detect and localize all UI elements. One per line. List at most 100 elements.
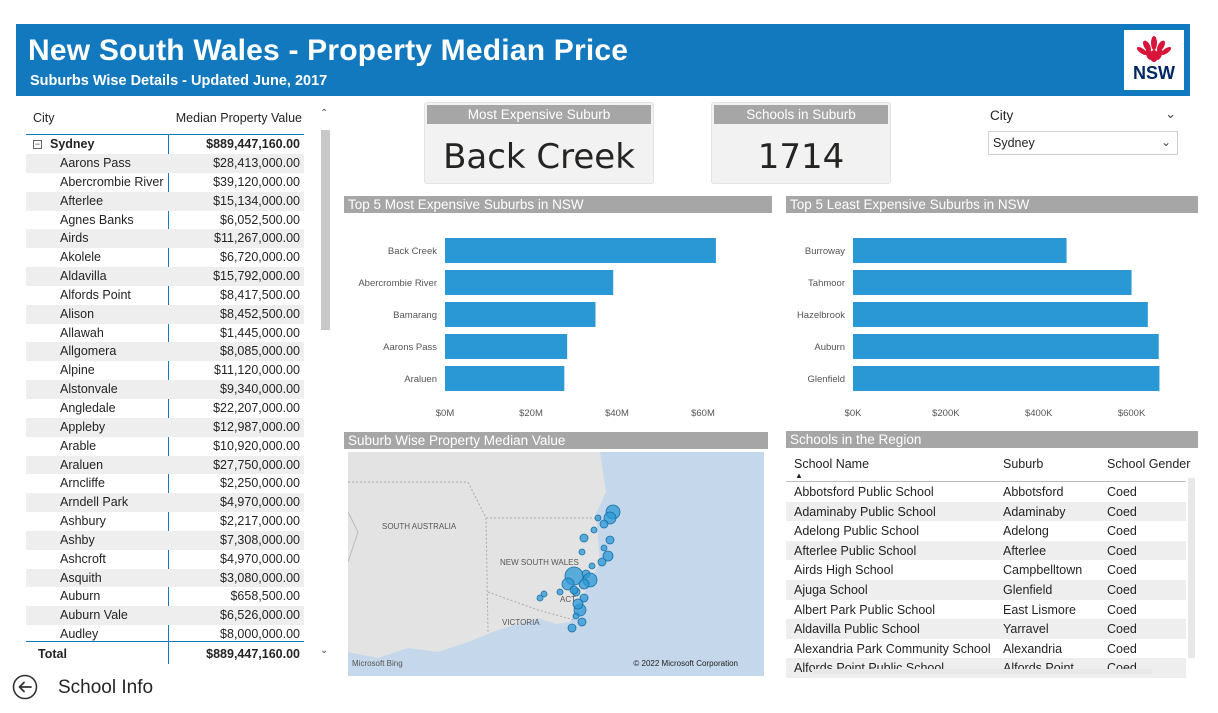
row-median-value: $4,970,000.00 xyxy=(220,551,300,566)
table-row-group-sydney[interactable]: − Sydney $889,447,160.00 xyxy=(26,135,304,154)
school-name-cell: Albert Park Public School xyxy=(794,602,936,617)
table-row[interactable]: Angledale $22,207,000.00 xyxy=(26,399,304,418)
row-city-name: Aldavilla xyxy=(60,269,107,284)
bar[interactable] xyxy=(853,334,1159,359)
table-row[interactable]: Araluen $27,750,000.00 xyxy=(26,455,304,475)
col-header-school-name[interactable]: School Name xyxy=(794,457,870,471)
table-row[interactable]: Albert Park Public School East Lismore Coe… xyxy=(786,600,1186,620)
collapse-toggle-icon[interactable]: − xyxy=(33,139,42,149)
map-bubble[interactable] xyxy=(536,594,544,602)
map-bubble[interactable] xyxy=(540,590,548,598)
table-row[interactable]: Afterlee Public School Afterlee Coed xyxy=(786,540,1186,561)
table-row[interactable]: Akolele $6,720,000.00 xyxy=(26,248,304,267)
card-value: 1714 xyxy=(757,137,845,177)
map-bubble[interactable] xyxy=(602,550,614,562)
table-row[interactable]: Abbotsford Public School Abbotsford Coed xyxy=(786,482,1186,502)
map-bubble[interactable] xyxy=(572,612,580,620)
table-row[interactable]: Alexandria Park Community School Alexandr… xyxy=(786,639,1186,659)
bar[interactable] xyxy=(445,302,596,327)
city-dropdown[interactable]: Sydney ⌄ xyxy=(988,131,1178,155)
school-name-cell: Adelong Public School xyxy=(794,524,920,539)
scroll-thumb[interactable] xyxy=(321,130,330,330)
map-bubble[interactable] xyxy=(600,544,608,552)
map-bubble[interactable] xyxy=(556,588,564,596)
chevron-down-icon[interactable]: ⌄ xyxy=(1165,106,1176,121)
table-row[interactable]: Ashcroft $4,970,000.00 xyxy=(26,550,304,569)
row-median-value: $8,000,000.00 xyxy=(220,627,300,642)
bar[interactable] xyxy=(853,302,1148,327)
row-background xyxy=(786,540,1186,561)
map-bubble[interactable] xyxy=(567,623,577,633)
school-info-link[interactable]: School Info xyxy=(58,677,154,698)
table-row[interactable]: Alison $8,452,500.00 xyxy=(26,304,304,324)
map-bubble[interactable] xyxy=(579,533,589,543)
scroll-thumb[interactable] xyxy=(812,669,1152,674)
map-bubble[interactable] xyxy=(605,535,615,545)
col-header-suburb[interactable]: Suburb xyxy=(1003,457,1044,471)
table-row[interactable]: Adaminaby Public School Adaminaby Coed xyxy=(786,501,1186,522)
table-row[interactable]: Asquith $3,080,000.00 xyxy=(26,568,304,588)
row-median-value: $15,792,000.00 xyxy=(213,269,300,284)
table-row[interactable]: Allgomera $8,085,000.00 xyxy=(26,342,304,362)
col-header-school-gender[interactable]: School Gender xyxy=(1107,457,1191,471)
schools-vertical-scrollbar[interactable] xyxy=(1186,472,1196,664)
scroll-down-icon[interactable]: ⌄ xyxy=(320,645,329,656)
bar[interactable] xyxy=(445,270,614,295)
table-row[interactable]: Ajuga School Glenfield Coed xyxy=(786,579,1186,600)
city-table-scrollbar[interactable]: ⌃ ⌄ xyxy=(320,108,332,656)
map-bubble[interactable] xyxy=(588,562,596,570)
table-row[interactable]: Auburn $658,500.00 xyxy=(26,587,304,606)
map-bubble[interactable] xyxy=(590,526,598,534)
table-row[interactable]: Audley $8,000,000.00 xyxy=(26,625,304,644)
table-row[interactable]: Aldavilla $15,792,000.00 xyxy=(26,267,304,286)
table-row[interactable]: Ashby $7,308,000.00 xyxy=(26,530,304,550)
suburb-cell: Afterlee xyxy=(1003,543,1047,558)
bing-logo: Microsoft Bing xyxy=(352,659,403,668)
table-row[interactable]: Alfords Point $8,417,500.00 xyxy=(26,286,304,305)
table-row[interactable]: Appleby $12,987,000.00 xyxy=(26,417,304,437)
school-name-cell: Alexandria Park Community School xyxy=(794,641,991,656)
map-bubble[interactable] xyxy=(578,548,586,556)
table-row[interactable]: Auburn Vale $6,526,000.00 xyxy=(26,606,304,626)
schools-horizontal-scrollbar[interactable] xyxy=(796,666,1182,676)
property-map[interactable]: SOUTH AUSTRALIA NEW SOUTH WALES VICTORIA… xyxy=(348,452,764,676)
table-row[interactable]: Ashbury $2,217,000.00 xyxy=(26,512,304,531)
sort-ascending-icon[interactable]: ▲ xyxy=(795,471,803,480)
col-header-median-value[interactable]: Median Property Value xyxy=(175,111,302,125)
bar[interactable] xyxy=(445,334,568,359)
total-value: $889,447,160.00 xyxy=(206,647,300,661)
map-bubble[interactable] xyxy=(594,514,602,522)
table-row[interactable]: Aldavilla Public School Yarravel Coed xyxy=(786,619,1186,639)
table-row[interactable]: Alstonvale $9,340,000.00 xyxy=(26,380,304,399)
bar[interactable] xyxy=(445,238,716,263)
table-row[interactable]: Abercrombie River $39,120,000.00 xyxy=(26,173,304,192)
map-bubble[interactable] xyxy=(597,557,607,567)
bar[interactable] xyxy=(853,366,1160,391)
table-row[interactable]: Allawah $1,445,000.00 xyxy=(26,324,304,343)
map-bubble[interactable] xyxy=(569,585,579,595)
back-button[interactable] xyxy=(12,674,40,702)
row-background xyxy=(786,501,1186,522)
table-row[interactable]: Arable $10,920,000.00 xyxy=(26,437,304,456)
table-row[interactable]: Airds High School Campbelltown Coed xyxy=(786,560,1186,580)
bar[interactable] xyxy=(853,270,1132,295)
bar[interactable] xyxy=(853,238,1067,263)
table-row[interactable]: Afterlee $15,134,000.00 xyxy=(26,191,304,211)
scroll-thumb[interactable] xyxy=(1188,478,1195,658)
table-row[interactable]: Arndell Park $4,970,000.00 xyxy=(26,493,304,513)
scroll-up-icon[interactable]: ⌃ xyxy=(320,108,329,119)
map-bubble[interactable] xyxy=(577,617,587,627)
table-row[interactable]: Alpine $11,120,000.00 xyxy=(26,361,304,380)
map-bubble[interactable] xyxy=(599,519,609,529)
table-row[interactable]: Airds $11,267,000.00 xyxy=(26,229,304,249)
table-row[interactable]: Aarons Pass $28,413,000.00 xyxy=(26,154,304,173)
table-row[interactable]: Arncliffe $2,250,000.00 xyxy=(26,474,304,493)
table-row[interactable]: Adelong Public School Adelong Coed xyxy=(786,521,1186,541)
bar[interactable] xyxy=(445,366,565,391)
map-bubble[interactable] xyxy=(572,598,584,610)
table-row[interactable]: Agnes Banks $6,052,500.00 xyxy=(26,211,304,230)
col-header-city[interactable]: City xyxy=(33,111,55,125)
map-bubble[interactable] xyxy=(579,593,589,603)
gender-cell: Coed xyxy=(1107,602,1137,617)
chevron-down-icon[interactable]: ⌄ xyxy=(1160,135,1171,149)
